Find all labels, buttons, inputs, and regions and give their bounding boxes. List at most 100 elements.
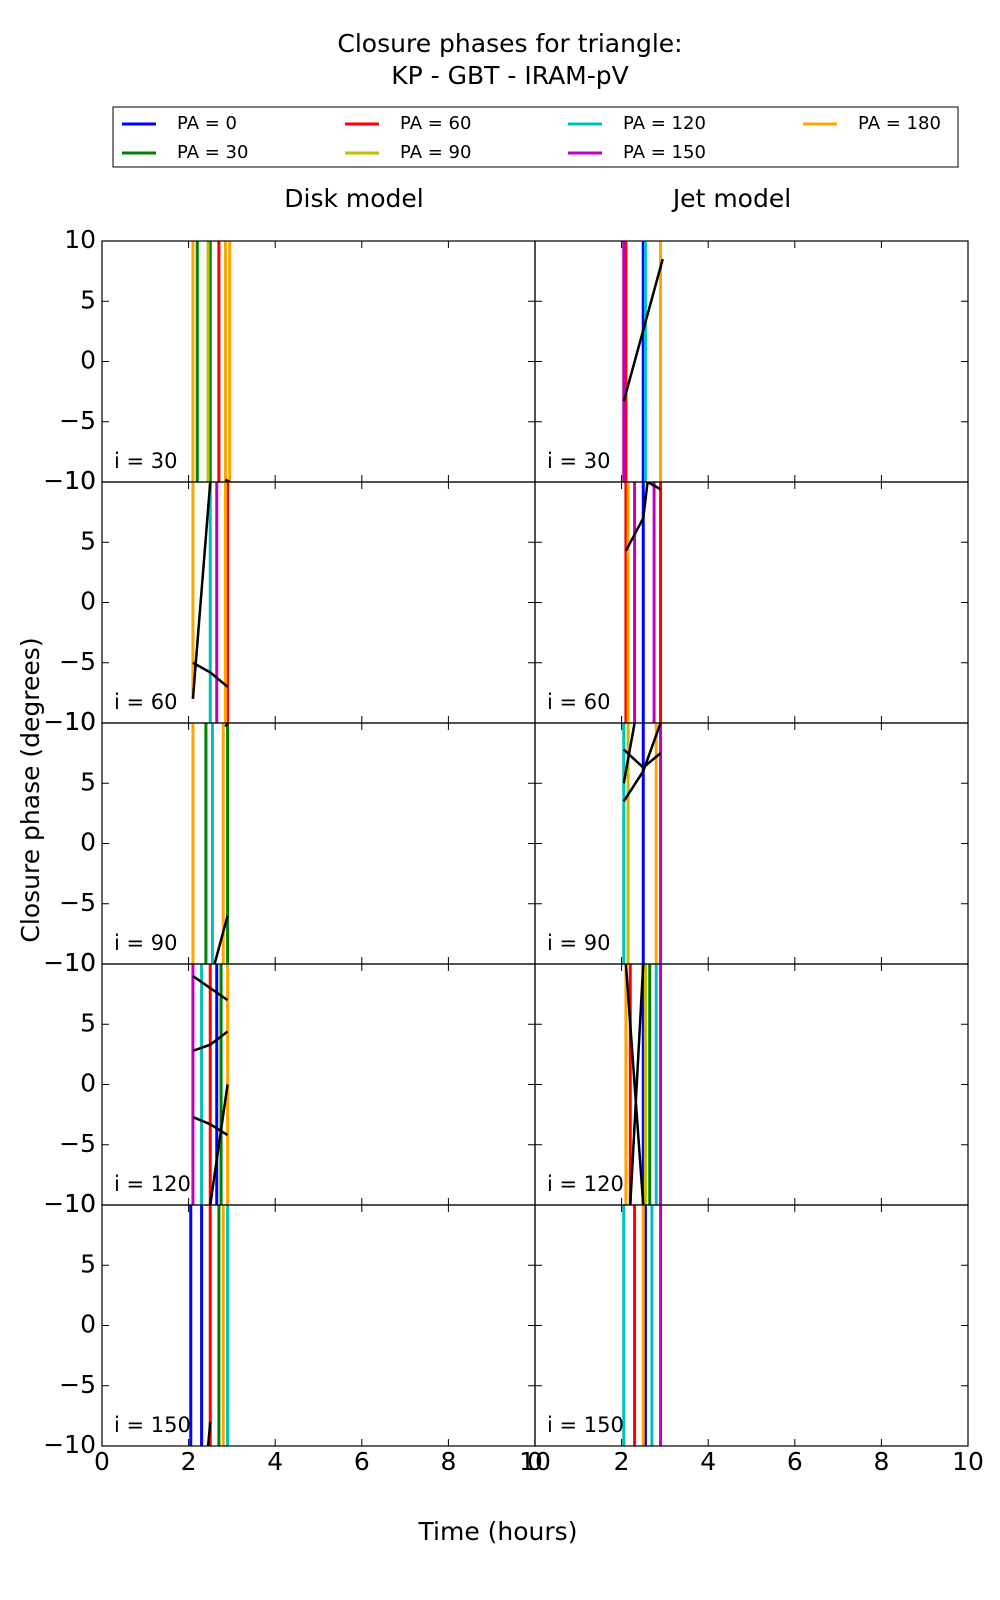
y-tick-label: 10: [64, 466, 96, 495]
legend-label: PA = 150: [623, 142, 706, 163]
model-line: [192, 1030, 229, 1052]
panel-frame: [534, 240, 969, 483]
panel-annotation: i = 120: [547, 1172, 624, 1196]
y-tick-label: −5: [59, 647, 96, 676]
model-line: [213, 915, 229, 964]
panel: [191, 241, 232, 482]
y-tick-label: 0: [80, 346, 96, 375]
model-line: [191, 482, 212, 699]
column-title: Jet model: [671, 184, 791, 213]
x-tick-label: 10: [952, 1447, 984, 1476]
panel: [622, 723, 663, 964]
x-tick-label: 4: [700, 1447, 716, 1476]
y-tick-label: 10: [64, 1189, 96, 1218]
title-line: KP - GBT - IRAM-pV: [391, 61, 629, 90]
panel: [624, 482, 663, 723]
x-tick-label: 10: [519, 1447, 551, 1476]
panel-annotation: i = 150: [114, 1413, 191, 1437]
y-tick-label: −5: [59, 888, 96, 917]
panel-annotation: i = 60: [114, 690, 178, 714]
panel-annotation: i = 150: [547, 1413, 624, 1437]
y-tick-label: −5: [59, 1370, 96, 1399]
panel-frame: [534, 481, 969, 724]
model-line: [192, 661, 229, 688]
x-tick-label: 2: [614, 1447, 630, 1476]
y-tick-label: 0: [80, 587, 96, 616]
series-line: [195, 241, 212, 482]
legend-label: PA = 60: [400, 113, 471, 134]
y-axis-label: Closure phase (degrees): [16, 637, 45, 942]
x-axis-label: Time (hours): [418, 1517, 578, 1546]
y-tick-label: −10: [43, 1430, 96, 1459]
x-tick-label: 8: [873, 1447, 889, 1476]
model-line: [624, 964, 645, 1205]
y-tick-label: 10: [64, 225, 96, 254]
model-line: [629, 964, 645, 1205]
model-line: [622, 258, 664, 402]
title-line: Closure phases for triangle:: [337, 29, 682, 58]
x-tick-label: 6: [354, 1447, 370, 1476]
series-line: [622, 1205, 654, 1446]
x-tick-label: 0: [527, 1447, 543, 1476]
model-line: [206, 1421, 212, 1446]
y-tick-label: 5: [80, 285, 96, 314]
panel-frame: [101, 1204, 536, 1447]
panel-annotation: i = 30: [547, 449, 611, 473]
column-title: Disk model: [284, 184, 424, 213]
legend-label: PA = 120: [623, 113, 706, 134]
model-line: [209, 1084, 229, 1205]
series-line: [189, 1205, 204, 1446]
x-tick-label: 4: [267, 1447, 283, 1476]
model-line: [624, 482, 649, 552]
panel-frame: [101, 240, 536, 483]
panel: [624, 964, 663, 1205]
panel: [191, 482, 230, 723]
panel-annotation: i = 90: [547, 931, 611, 955]
series-line: [204, 723, 230, 964]
y-tick-label: 5: [80, 1249, 96, 1278]
y-tick-label: −10: [43, 466, 96, 495]
panel: [191, 723, 230, 964]
panel-frame: [101, 722, 536, 965]
panel-annotation: i = 90: [114, 931, 178, 955]
x-tick-label: 8: [440, 1447, 456, 1476]
y-tick-label: −5: [59, 1129, 96, 1158]
series-line: [191, 723, 225, 964]
model-line: [622, 723, 662, 803]
panel-frame: [534, 1204, 969, 1447]
panel-frame: [534, 722, 969, 965]
legend-label: PA = 180: [858, 113, 941, 134]
y-tick-label: 5: [80, 1008, 96, 1037]
y-tick-label: 0: [80, 1310, 96, 1339]
series-line: [633, 482, 656, 723]
panel-frame: [101, 963, 536, 1206]
model-line: [622, 748, 662, 770]
panel: [189, 1205, 230, 1446]
y-tick-label: −5: [59, 406, 96, 435]
y-tick-label: 0: [80, 1069, 96, 1098]
model-line: [192, 975, 229, 1002]
panel-frame: [534, 963, 969, 1206]
x-tick-label: 0: [94, 1447, 110, 1476]
series-line: [624, 482, 663, 723]
y-tick-label: 10: [64, 707, 96, 736]
panel-frame: [101, 481, 536, 724]
y-tick-label: 5: [80, 526, 96, 555]
model-line: [646, 482, 662, 491]
panel: [622, 241, 664, 482]
panel-annotation: i = 120: [114, 1172, 191, 1196]
series-line: [191, 241, 232, 482]
legend-label: PA = 90: [400, 142, 471, 163]
model-line: [224, 723, 229, 728]
legend-label: PA = 0: [177, 113, 237, 134]
y-tick-label: −10: [43, 1189, 96, 1218]
x-tick-label: 2: [181, 1447, 197, 1476]
panel-annotation: i = 30: [114, 449, 178, 473]
panel-annotation: i = 60: [547, 690, 611, 714]
y-tick-label: −10: [43, 948, 96, 977]
y-tick-label: 0: [80, 828, 96, 857]
panel: [622, 1205, 663, 1446]
legend-label: PA = 30: [177, 142, 248, 163]
